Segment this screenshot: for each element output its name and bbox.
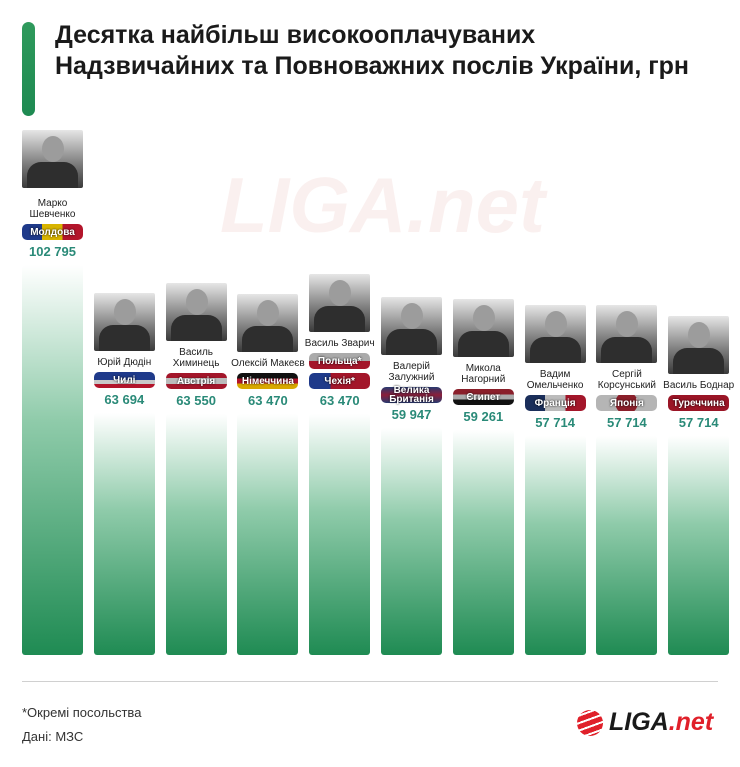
ambassador-column: Василь Химинець Австрія 63 550	[165, 283, 227, 655]
salary-bar	[237, 414, 299, 655]
ambassador-info: Василь Зварич Польща* Чехія* 63 470	[301, 274, 378, 414]
country-flag-badge: Єгипет	[452, 389, 514, 405]
ambassador-column: Вадим Омельченко Франція 57 714	[524, 305, 586, 655]
ambassador-column: Марко Шевченко Молдова 102 795	[22, 130, 83, 655]
country-flag-badge: Франція	[524, 395, 586, 411]
footnote: *Окремі посольства	[22, 705, 142, 720]
ambassador-name: Василь Химинець	[172, 347, 220, 369]
ambassador-photo	[165, 283, 227, 341]
country-flag-badge: Чехія*	[309, 373, 371, 389]
ambassador-photo	[22, 130, 83, 188]
country-flag-badge: Туреччина	[668, 395, 730, 411]
country-flag-badge: Велика Британія	[381, 386, 442, 405]
ambassador-info: Валерій Залужний Велика Британія 59 947	[373, 297, 450, 428]
ambassador-name: Василь Боднар	[663, 380, 735, 391]
liga-logo: LIGA.net	[577, 708, 713, 737]
ambassador-photo	[381, 297, 442, 355]
ambassador-column: Олексій Макеєв Німеччина 63 470	[231, 294, 305, 655]
ambassador-column: Василь Боднар Туреччина 57 714	[663, 316, 734, 655]
ambassador-column: Микола Нагорний Єгипет 59 261	[452, 299, 514, 655]
salary-bar	[165, 414, 227, 655]
salary-bar	[93, 413, 155, 655]
ambassador-column: Василь Зварич Польща* Чехія* 63 470	[305, 274, 375, 655]
salary-bar	[381, 428, 442, 655]
salary-value: 57 714	[607, 415, 647, 430]
ambassador-photo	[309, 274, 371, 332]
country-flag-badge: Австрія	[165, 373, 227, 389]
salary-bar	[452, 430, 514, 655]
country-flag-badge: Японія	[596, 395, 658, 411]
salary-value: 63 550	[176, 393, 216, 408]
ambassador-photo	[524, 305, 586, 363]
salary-value: 102 795	[29, 244, 76, 259]
country-flag-badge: Молдова	[22, 224, 83, 240]
salary-value: 59 947	[391, 407, 432, 422]
ambassador-name: Вадим Омельченко	[526, 369, 584, 391]
salary-value: 57 714	[535, 415, 575, 430]
salary-bar	[668, 436, 730, 655]
ambassador-column: Валерій Залужний Велика Британія 59 947	[381, 297, 442, 655]
ambassador-name: Олексій Макеєв	[231, 358, 305, 369]
salary-value: 57 714	[678, 415, 719, 430]
ambassador-info: Василь Химинець Австрія 63 550	[158, 283, 235, 414]
salary-bar	[596, 436, 658, 655]
ambassador-name: Сергій Корсунський	[597, 369, 656, 391]
ambassador-photo	[668, 316, 730, 374]
ambassador-info: Василь Боднар Туреччина 57 714	[660, 316, 737, 436]
ambassador-photo	[452, 299, 514, 357]
salary-value: 63 470	[319, 393, 360, 408]
ambassador-name: Василь Зварич	[304, 338, 375, 349]
ambassador-photo	[237, 294, 299, 352]
ambassador-info: Марко Шевченко Молдова 102 795	[14, 130, 91, 265]
salary-value: 63 470	[248, 393, 288, 408]
ambassador-name: Микола Нагорний	[461, 363, 506, 385]
salary-value: 63 694	[104, 392, 145, 407]
ambassador-name: Марко Шевченко	[29, 198, 76, 220]
ambassador-column: Юрій Дюдін Чилі 63 694	[93, 293, 155, 655]
ambassador-photo	[93, 293, 155, 351]
ambassador-info: Сергій Корсунський Японія 57 714	[588, 305, 665, 436]
salary-bar	[524, 436, 586, 655]
country-flag-badge: Чилі	[93, 372, 155, 388]
country-flag-badge: Польща*	[309, 353, 371, 369]
ambassador-info: Юрій Дюдін Чилі 63 694	[86, 293, 163, 413]
ambassador-info: Олексій Макеєв Німеччина 63 470	[229, 294, 306, 414]
country-flag-badge: Німеччина	[237, 373, 299, 389]
liga-logo-icon	[577, 709, 603, 736]
salary-bar	[22, 265, 83, 655]
salary-bar	[309, 414, 371, 655]
source: Дані: МЗС	[22, 729, 84, 744]
ambassador-name: Юрій Дюдін	[97, 357, 152, 368]
ambassador-info: Микола Нагорний Єгипет 59 261	[445, 299, 522, 430]
divider	[22, 681, 718, 682]
ambassador-info: Вадим Омельченко Франція 57 714	[517, 305, 594, 436]
ambassador-photo	[596, 305, 658, 363]
title-accent-bar	[22, 22, 35, 116]
watermark-logo: LIGA.net	[220, 161, 545, 249]
page-title: Десятка найбільш високооплачуваних Надзв…	[55, 21, 690, 80]
ambassador-name: Валерій Залужний	[388, 361, 435, 383]
salary-value: 59 261	[463, 409, 504, 424]
ambassador-column: Сергій Корсунський Японія 57 714	[596, 305, 658, 655]
